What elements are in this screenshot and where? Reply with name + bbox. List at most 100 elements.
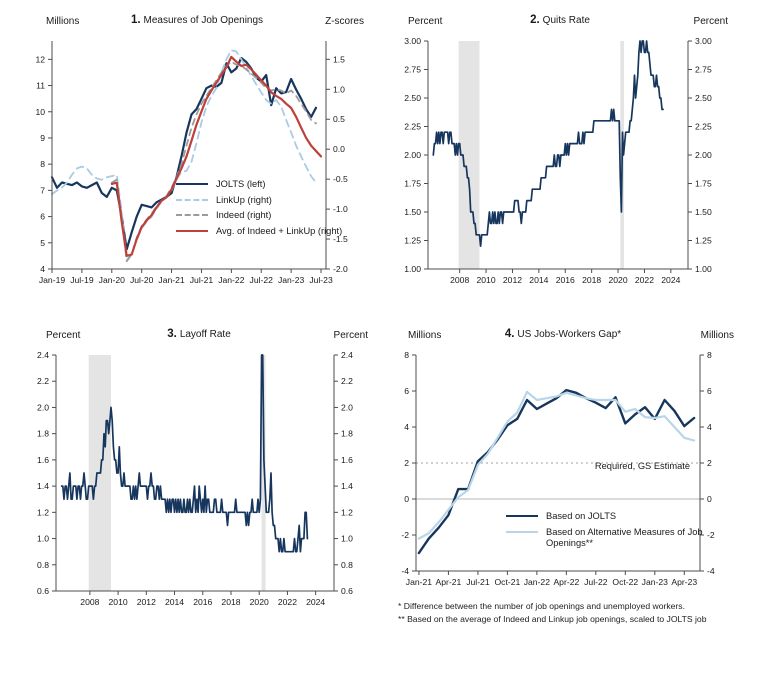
svg-text:4: 4 xyxy=(40,264,45,274)
svg-text:Jan-22: Jan-22 xyxy=(218,275,244,285)
svg-text:2018: 2018 xyxy=(582,275,601,285)
svg-text:1.50: 1.50 xyxy=(404,207,421,217)
svg-text:2.0: 2.0 xyxy=(37,402,49,412)
svg-text:0: 0 xyxy=(707,494,712,504)
plot-area: 1.00 1.25 1.50 1.75 2.00 2.25 2.50 2.75 3.00 1.00… xyxy=(388,31,732,293)
svg-text:6: 6 xyxy=(40,212,45,222)
svg-text:0.0: 0.0 xyxy=(333,144,345,154)
svg-text:1.5: 1.5 xyxy=(333,54,345,64)
legend-label: Avg. of Indeed + LinkUp (right) xyxy=(216,225,343,236)
panel-layoff-rate: Percent 3. Layoff Rate Percent 0.6 0.8 1.0 1… xyxy=(26,328,372,615)
svg-text:2.50: 2.50 xyxy=(695,93,712,103)
legend-label: Indeed (right) xyxy=(216,210,272,221)
svg-text:11: 11 xyxy=(36,81,45,91)
svg-text:Jul-21: Jul-21 xyxy=(190,275,214,285)
svg-text:1.2: 1.2 xyxy=(37,507,49,517)
footnotes: * Difference between the number of job o… xyxy=(398,600,706,626)
svg-text:2022: 2022 xyxy=(278,597,297,607)
svg-text:2.4: 2.4 xyxy=(341,350,353,360)
jobs-workers-gap-line-chart: -4 -2 0 2 4 6 8 -4 -2 0 2 4 6 8 Jan-21 Apr-21 Jul-21 Oct-… xyxy=(401,350,715,587)
panel-quits-rate: Percent 2. Quits Rate Percent 1.00 1.25 1.5… xyxy=(388,14,732,293)
right-axis-unit: Percent xyxy=(333,330,368,341)
svg-text:2.00: 2.00 xyxy=(404,150,421,160)
svg-text:2010: 2010 xyxy=(477,275,496,285)
svg-text:2024: 2024 xyxy=(306,597,325,607)
avg-line-swatch xyxy=(176,229,208,232)
svg-text:9: 9 xyxy=(40,133,45,143)
svg-text:-2: -2 xyxy=(401,530,409,540)
svg-text:8: 8 xyxy=(404,350,409,360)
svg-text:-4: -4 xyxy=(401,566,409,576)
right-axis-unit: Z-scores xyxy=(325,16,364,27)
svg-text:2020: 2020 xyxy=(608,275,627,285)
svg-text:1.0: 1.0 xyxy=(37,534,49,544)
svg-text:8: 8 xyxy=(707,350,712,360)
svg-text:-0.5: -0.5 xyxy=(333,174,348,184)
svg-text:1.50: 1.50 xyxy=(695,207,712,217)
svg-text:Jan-22: Jan-22 xyxy=(524,577,550,587)
svg-text:2014: 2014 xyxy=(165,597,184,607)
svg-text:2.2: 2.2 xyxy=(341,376,353,386)
svg-text:2010: 2010 xyxy=(109,597,128,607)
panel-title: 4. US Jobs-Workers Gap* xyxy=(388,328,738,340)
svg-text:5: 5 xyxy=(40,238,45,248)
svg-text:2012: 2012 xyxy=(137,597,156,607)
footnote-2: ** Based on the average of Indeed and Li… xyxy=(398,613,707,624)
left-axis-unit: Millions xyxy=(408,330,442,341)
panel-4-header: Millions 4. US Jobs-Workers Gap* Millions xyxy=(388,328,738,345)
svg-text:2008: 2008 xyxy=(80,597,99,607)
svg-text:-1.0: -1.0 xyxy=(333,204,348,214)
linkup-line-swatch xyxy=(176,198,208,201)
panel-number: 3. xyxy=(167,328,177,340)
left-axis-unit: Percent xyxy=(46,330,81,341)
svg-text:1.8: 1.8 xyxy=(341,429,353,439)
svg-text:Jan-23: Jan-23 xyxy=(278,275,304,285)
svg-text:0.6: 0.6 xyxy=(341,586,353,596)
svg-text:Jul-19: Jul-19 xyxy=(70,275,94,285)
svg-text:6: 6 xyxy=(707,386,712,396)
svg-text:2024: 2024 xyxy=(661,275,680,285)
panel-number: 2. xyxy=(530,14,540,26)
svg-text:2008: 2008 xyxy=(450,275,469,285)
svg-text:1.8: 1.8 xyxy=(37,429,49,439)
legend-item-linkup: LinkUp (right) xyxy=(176,195,342,207)
svg-text:2.00: 2.00 xyxy=(695,150,712,160)
panel-number: 4. xyxy=(504,328,515,340)
panel-title: 3. Layoff Rate xyxy=(26,328,372,340)
svg-text:Jul-22: Jul-22 xyxy=(250,275,274,285)
panel-title-text: US Jobs-Workers Gap* xyxy=(517,329,622,340)
svg-text:6: 6 xyxy=(404,386,409,396)
svg-text:-2.0: -2.0 xyxy=(333,264,348,274)
legend: Based on JOLTS Based on Alternative Meas… xyxy=(506,511,703,550)
legend-item-alt-gap: Based on Alternative Measures of Job Open… xyxy=(506,527,703,550)
svg-text:2.25: 2.25 xyxy=(404,122,421,132)
svg-text:3.00: 3.00 xyxy=(695,36,712,46)
svg-text:1.6: 1.6 xyxy=(37,455,49,465)
legend-label: Based on JOLTS xyxy=(546,511,617,521)
jolts-gap-line-swatch xyxy=(506,515,538,517)
jolts-line-swatch xyxy=(176,183,208,185)
svg-text:1.00: 1.00 xyxy=(695,264,712,274)
svg-text:Jan-20: Jan-20 xyxy=(99,275,125,285)
svg-text:2.2: 2.2 xyxy=(37,376,49,386)
svg-text:2.25: 2.25 xyxy=(695,122,712,132)
plot-area: 4 5 6 7 8 9 10 11 12 1.5 1.0 0.5 0.0 -0.5 -1.0 -1.5 -2.0… xyxy=(26,31,368,293)
panel-3-header: Percent 3. Layoff Rate Percent xyxy=(26,328,372,345)
svg-text:1.0: 1.0 xyxy=(333,84,345,94)
svg-text:-4: -4 xyxy=(707,566,715,576)
svg-text:Jan-21: Jan-21 xyxy=(158,275,184,285)
svg-text:Apr-23: Apr-23 xyxy=(671,577,697,587)
svg-text:0.5: 0.5 xyxy=(333,114,345,124)
svg-text:2016: 2016 xyxy=(556,275,575,285)
quits-rate-line-chart: 1.00 1.25 1.50 1.75 2.00 2.25 2.50 2.75 3.00 1.00… xyxy=(404,36,712,285)
alt-gap-line-swatch xyxy=(506,530,538,533)
svg-text:4: 4 xyxy=(404,422,409,432)
svg-text:7: 7 xyxy=(40,185,45,195)
svg-text:Oct-22: Oct-22 xyxy=(612,577,638,587)
svg-text:Jul-21: Jul-21 xyxy=(466,577,490,587)
svg-text:Jul-22: Jul-22 xyxy=(584,577,608,587)
layoff-rate-line-chart: 0.6 0.8 1.0 1.2 1.4 1.6 1.8 2.0 2.2 2.4 0.6 0.8 1.0 1… xyxy=(37,350,353,607)
svg-text:2.75: 2.75 xyxy=(695,65,712,75)
svg-text:0.6: 0.6 xyxy=(37,586,49,596)
svg-text:8: 8 xyxy=(40,159,45,169)
